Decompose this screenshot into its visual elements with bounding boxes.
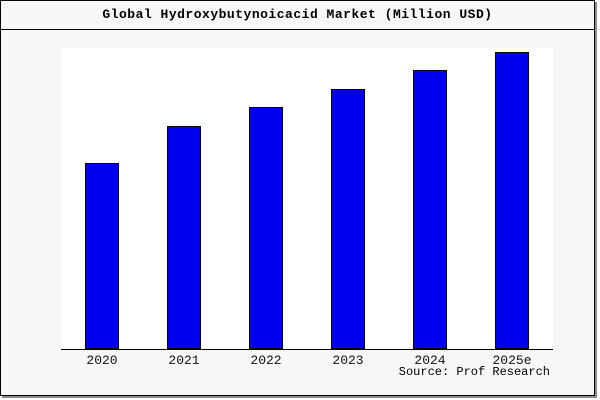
bar-2020 xyxy=(85,163,119,349)
plot-area xyxy=(61,48,553,350)
bar-2024 xyxy=(413,70,447,349)
x-tick-label-2025e: 2025e xyxy=(492,353,532,368)
x-tick-label-2024: 2024 xyxy=(414,353,446,368)
x-tick-label-2022: 2022 xyxy=(250,353,282,368)
chart-title-box: Global Hydroxybutynoicacid Market (Milli… xyxy=(1,1,594,30)
x-tick-label-2020: 2020 xyxy=(86,353,118,368)
chart-title: Global Hydroxybutynoicacid Market (Milli… xyxy=(102,7,493,22)
x-tick-label-2021: 2021 xyxy=(168,353,200,368)
bar-2023 xyxy=(331,89,365,349)
bar-2025e xyxy=(495,52,529,349)
bar-2021 xyxy=(167,126,201,349)
x-tick-label-2023: 2023 xyxy=(332,353,364,368)
bar-2022 xyxy=(249,107,283,349)
source-credit: Source: Prof Research xyxy=(398,365,550,379)
